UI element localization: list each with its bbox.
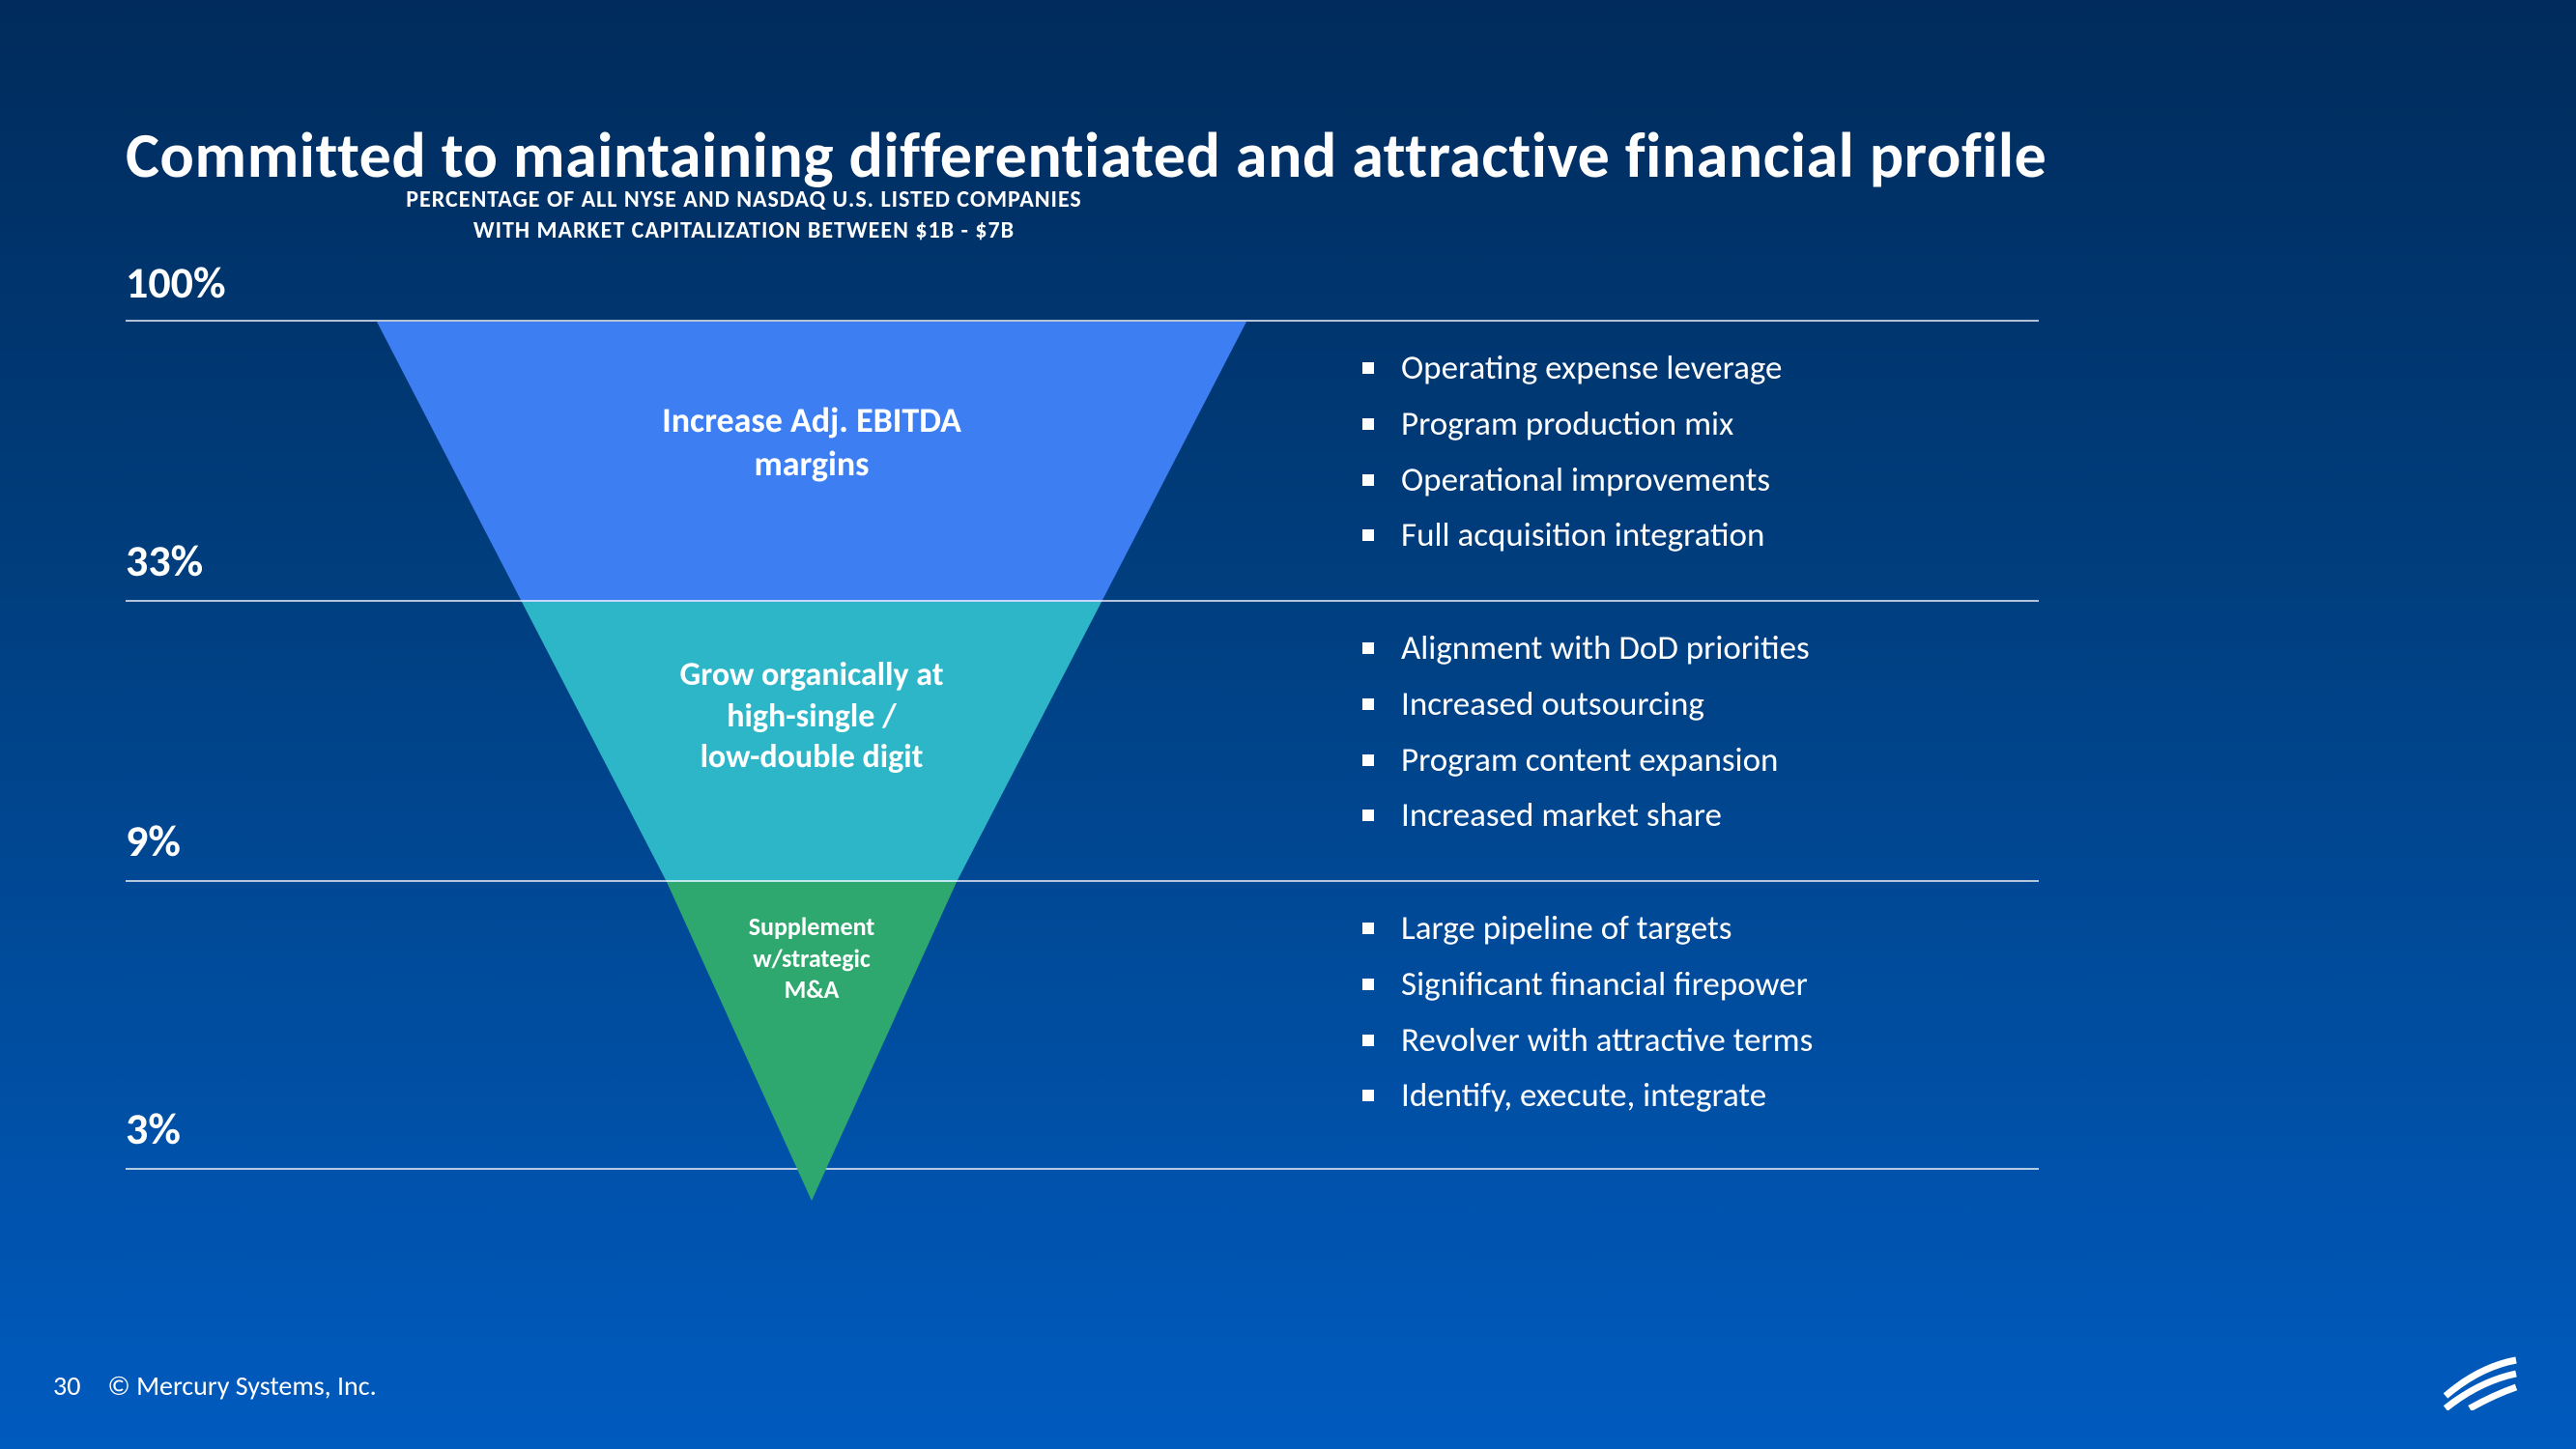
funnel-label-1: Increase Adj. EBITDA margins (377, 399, 1246, 486)
bullet-item: Significant financial firepower (1353, 957, 2029, 1013)
funnel-segment-3: Supplement w/strategic M&A (377, 882, 1246, 1168)
bullet-item: Operating expense leverage (1353, 341, 2029, 397)
funnel-subtitle: PERCENTAGE OF ALL NYSE AND NASDAQ U.S. L… (358, 185, 1131, 247)
funnel-row-1: 33% Increase Adj. EBITDA margins Operati… (126, 320, 2039, 600)
bullet-item: Revolver with attractive terms (1353, 1013, 2029, 1069)
pct-label-33: 33% (126, 534, 203, 588)
copyright: © Mercury Systems, Inc. (107, 1369, 376, 1403)
slide: Committed to maintaining differentiated … (0, 0, 2576, 1449)
bullet-item: Operational improvements (1353, 453, 2029, 509)
bullet-item: Increased market share (1353, 788, 2029, 844)
page-number: 30 (53, 1369, 80, 1403)
bullets-1: Operating expense leverage Program produ… (1353, 341, 2029, 564)
company-logo-icon (2441, 1352, 2518, 1410)
bullet-item: Large pipeline of targets (1353, 901, 2029, 957)
footer: 30 © Mercury Systems, Inc. (53, 1369, 377, 1403)
bullets-2: Alignment with DoD priorities Increased … (1353, 621, 2029, 844)
funnel-row-3: 3% Supplement w/strategic M&A Large pipe… (126, 880, 2039, 1170)
pct-label-9: 9% (126, 814, 181, 868)
pct-label-100: 100% (126, 256, 225, 310)
subtitle-line-2: WITH MARKET CAPITALIZATION BETWEEN $1B -… (358, 215, 1131, 246)
bullet-item: Identify, execute, integrate (1353, 1068, 2029, 1124)
funnel-segment-2: Grow organically at high-single / low-do… (377, 602, 1246, 880)
bullet-item: Increased outsourcing (1353, 677, 2029, 733)
bullet-item: Alignment with DoD priorities (1353, 621, 2029, 677)
bullet-item: Program content expansion (1353, 733, 2029, 789)
subtitle-line-1: PERCENTAGE OF ALL NYSE AND NASDAQ U.S. L… (358, 185, 1131, 215)
funnel-label-2: Grow organically at high-single / low-do… (377, 655, 1246, 779)
bullet-item: Program production mix (1353, 397, 2029, 453)
slide-title: Committed to maintaining differentiated … (126, 116, 2412, 194)
funnel-content: 100% PERCENTAGE OF ALL NYSE AND NASDAQ U… (126, 252, 2039, 1170)
bullets-3: Large pipeline of targets Significant fi… (1353, 901, 2029, 1124)
funnel-label-3: Supplement w/strategic M&A (377, 911, 1246, 1006)
funnel-row-2: 9% Grow organically at high-single / low… (126, 600, 2039, 880)
pct-label-3: 3% (126, 1102, 181, 1156)
bullet-item: Full acquisition integration (1353, 508, 2029, 564)
funnel-segment-1: Increase Adj. EBITDA margins (377, 322, 1246, 600)
